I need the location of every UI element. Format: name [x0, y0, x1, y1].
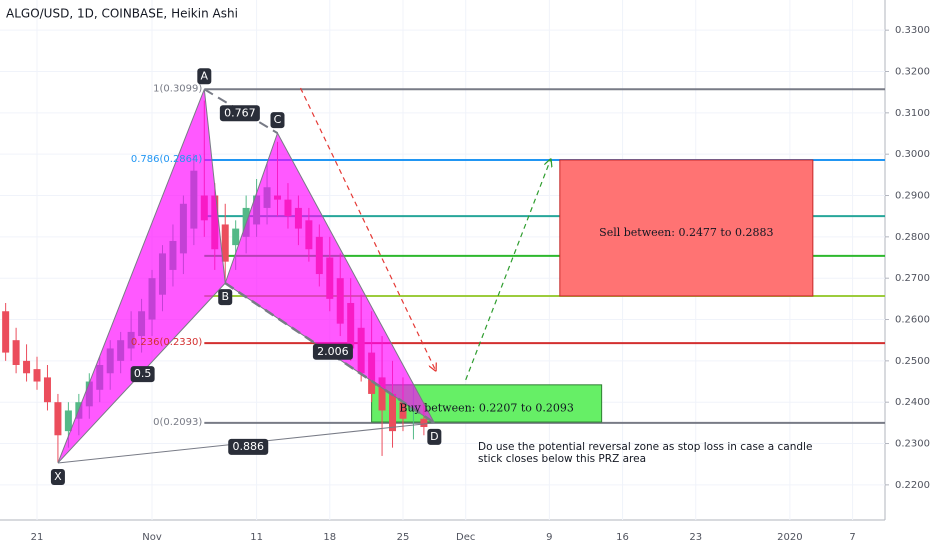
- ratio-label: 0.886: [232, 440, 264, 453]
- point-label: A: [201, 69, 209, 82]
- fib-label: 0(0.2093): [153, 417, 202, 428]
- arrow: [465, 160, 551, 381]
- x-tick-label: Nov: [142, 532, 162, 543]
- ratio-label-bg: [312, 343, 353, 360]
- y-tick-label: 0.2900: [895, 191, 930, 202]
- zone-label: Buy between: 0.2207 to 0.2093: [399, 401, 574, 414]
- x-tick-label: Dec: [456, 532, 475, 543]
- x-tick-label: 18: [323, 532, 336, 543]
- point-label: D: [430, 430, 438, 443]
- candle-body: [399, 402, 407, 419]
- x-tick-label: 21: [31, 532, 44, 543]
- y-tick-label: 0.2600: [895, 315, 930, 326]
- x-tick-label: 11: [250, 532, 263, 543]
- point-label: X: [54, 470, 62, 483]
- x-tick-label: 25: [397, 532, 410, 543]
- x-tick-label: 7: [849, 532, 855, 543]
- pattern-diagonal: [203, 88, 279, 134]
- zone-box: [559, 159, 814, 297]
- x-tick-label: 9: [546, 532, 552, 543]
- ratio-label: 0.767: [224, 106, 256, 119]
- candle-body: [221, 224, 229, 262]
- candle-body: [54, 402, 62, 436]
- point-label: C: [274, 113, 282, 126]
- note-text: stick closes below this PRZ area: [478, 453, 646, 465]
- ratio-label-bg: [130, 366, 155, 383]
- point-label-bg: [270, 112, 285, 129]
- candle-body: [232, 228, 240, 246]
- point-label: B: [221, 290, 229, 303]
- y-tick-label: 0.2500: [895, 356, 930, 367]
- y-tick-label: 0.2800: [895, 232, 930, 243]
- candle-body: [389, 393, 397, 432]
- pattern-diagonal: [224, 282, 436, 424]
- zone-label: Sell between: 0.2477 to 0.2883: [599, 226, 773, 239]
- x-tick-label: 2020: [777, 532, 802, 543]
- candle-body: [2, 311, 10, 353]
- y-tick-label: 0.2700: [895, 273, 930, 284]
- y-tick-label: 0.2400: [895, 397, 930, 408]
- ratio-label: 0.5: [134, 367, 152, 380]
- arrow: [299, 87, 436, 370]
- x-tick-label: 23: [689, 532, 702, 543]
- candle-body: [64, 410, 72, 432]
- point-label-bg: [50, 468, 65, 485]
- candle-body: [23, 360, 31, 374]
- y-tick-label: 0.2300: [895, 439, 930, 450]
- candle-body: [378, 377, 386, 411]
- candle-body: [12, 340, 20, 365]
- fib-label: 0.236(0.2330): [131, 337, 203, 348]
- fib-label: 0.786(0.2864): [131, 154, 203, 165]
- point-label-bg: [218, 289, 233, 306]
- y-tick-label: 0.3000: [895, 149, 930, 160]
- candle-body: [43, 377, 51, 403]
- ratio-label-bg: [228, 438, 269, 455]
- chart-title: ALGO/USD, 1D, COINBASE, Heikin Ashi: [6, 7, 238, 21]
- note-text: Do use the potential reversal zone as st…: [478, 441, 812, 453]
- y-tick-label: 0.3200: [895, 67, 930, 78]
- candle-body: [33, 369, 41, 382]
- x-tick-label: 16: [616, 532, 629, 543]
- fib-label: 1(0.3099): [153, 83, 202, 94]
- point-label-bg: [197, 68, 212, 85]
- y-tick-label: 0.3100: [895, 108, 930, 119]
- y-tick-label: 0.3300: [895, 25, 930, 36]
- candle-body: [420, 418, 428, 427]
- point-label-bg: [427, 428, 442, 445]
- ratio-label: 2.006: [317, 345, 349, 358]
- y-tick-label: 0.2200: [895, 480, 930, 491]
- ratio-label-bg: [219, 105, 260, 122]
